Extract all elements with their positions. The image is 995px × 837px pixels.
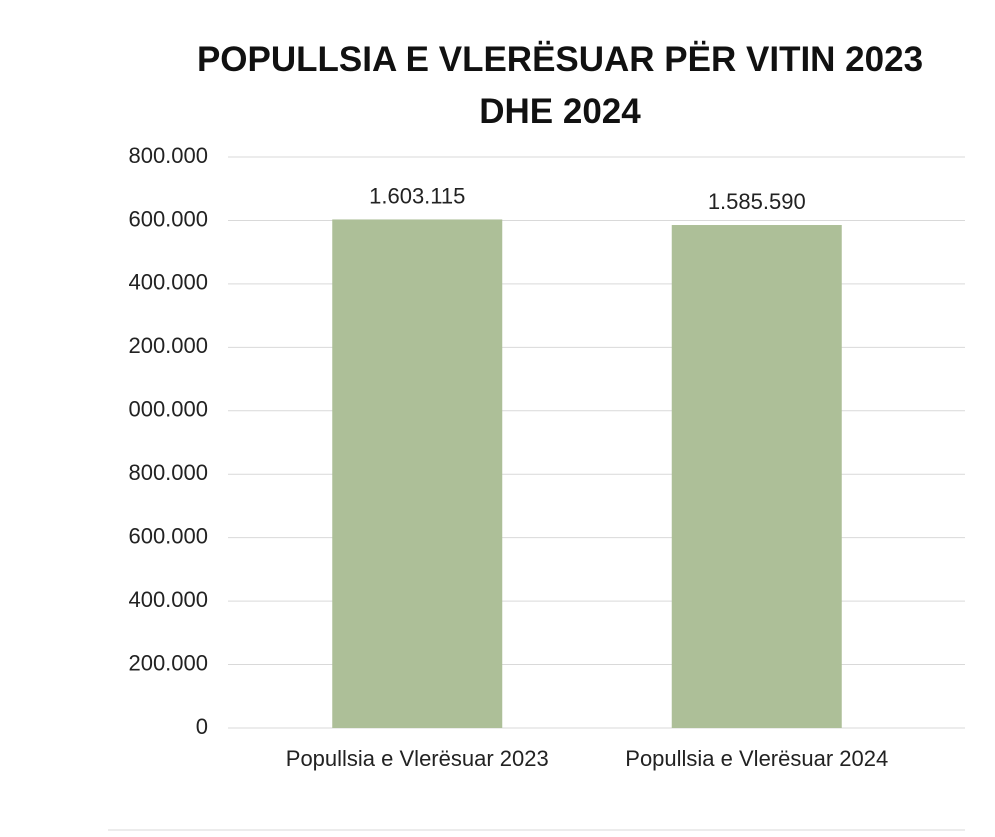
y-tick-label: 600.000	[128, 206, 208, 231]
y-tick-label: 800.000	[128, 143, 208, 168]
x-tick-label: Popullsia e Vlerësuar 2024	[625, 746, 888, 771]
y-tick-label: 0	[196, 714, 208, 739]
data-label: 1.603.115	[369, 183, 465, 208]
bar	[332, 219, 503, 728]
chart-title: POPULLSIA E VLERËSUAR PËR VITIN 2023 DHE…	[196, 40, 924, 131]
y-tick-label: 400.000	[128, 270, 208, 295]
data-label: 1.585.590	[708, 189, 806, 214]
y-tick-label: 200.000	[128, 333, 208, 358]
bar	[671, 225, 842, 728]
y-tick-label: 200.000	[128, 650, 208, 675]
x-tick-label: Popullsia e Vlerësuar 2023	[286, 746, 549, 771]
y-tick-label: 800.000	[128, 460, 208, 485]
y-tick-label: 000.000	[128, 397, 208, 422]
y-tick-label: 600.000	[128, 523, 208, 548]
y-tick-label: 400.000	[128, 587, 208, 612]
